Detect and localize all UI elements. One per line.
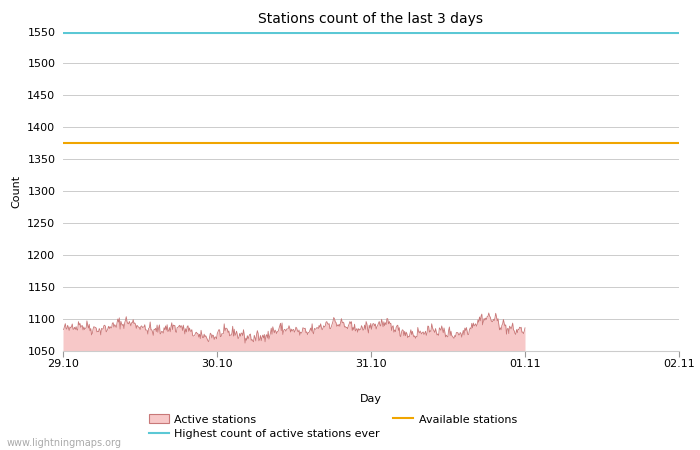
X-axis label: Day: Day xyxy=(360,394,382,405)
Y-axis label: Count: Count xyxy=(12,175,22,208)
Text: www.lightningmaps.org: www.lightningmaps.org xyxy=(7,438,122,448)
Title: Stations count of the last 3 days: Stations count of the last 3 days xyxy=(258,12,484,26)
Legend: Active stations, Highest count of active stations ever, Available stations: Active stations, Highest count of active… xyxy=(148,414,517,439)
